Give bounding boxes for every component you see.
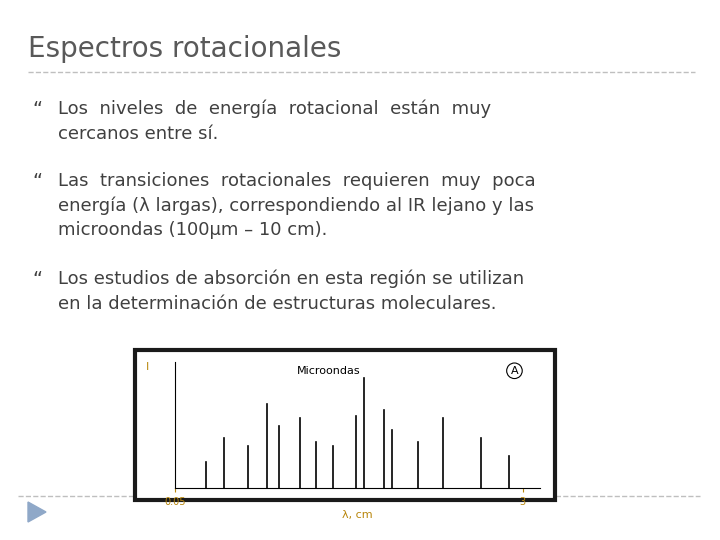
Text: Espectros rotacionales: Espectros rotacionales	[28, 35, 341, 63]
Text: Los  niveles  de  energía  rotacional  están  muy
cercanos entre sí.: Los niveles de energía rotacional están …	[58, 100, 491, 143]
FancyBboxPatch shape	[135, 350, 555, 500]
Text: “: “	[32, 270, 42, 289]
Text: “: “	[32, 100, 42, 119]
X-axis label: λ, cm: λ, cm	[342, 510, 373, 520]
Text: Los estudios de absorción en esta región se utilizan
en la determinación de estr: Los estudios de absorción en esta región…	[58, 270, 524, 313]
Text: Microondas: Microondas	[297, 366, 360, 376]
Polygon shape	[28, 502, 46, 522]
Text: I: I	[145, 362, 149, 372]
Text: A: A	[510, 366, 518, 376]
Text: “: “	[32, 172, 42, 191]
Text: Las  transiciones  rotacionales  requieren  muy  poca
energía (λ largas), corres: Las transiciones rotacionales requieren …	[58, 172, 536, 239]
